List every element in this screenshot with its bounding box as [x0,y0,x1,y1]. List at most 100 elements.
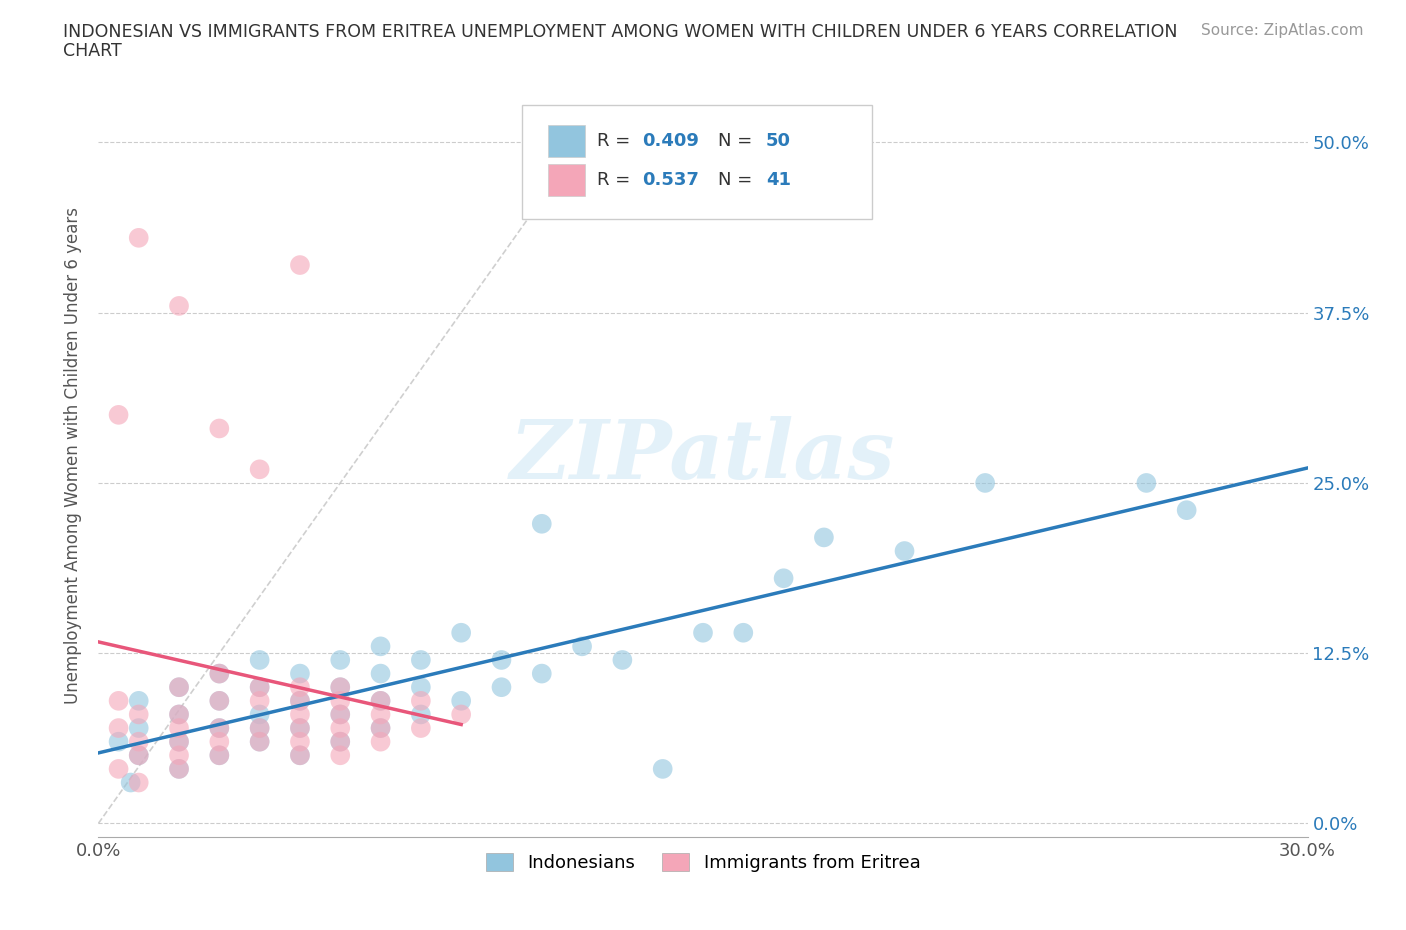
Point [370,639,392,654]
Point [772,571,794,586]
Point [288,748,311,763]
Point [329,735,352,750]
Point [288,721,311,736]
Point [107,407,129,422]
Point [409,694,432,709]
Point [571,639,593,654]
Point [128,231,150,246]
Point [370,694,392,709]
Point [288,721,311,736]
Point [288,735,311,750]
Point [370,721,392,736]
Point [128,748,150,763]
Point [167,762,190,777]
Point [107,762,129,777]
Point [893,543,915,558]
Point [167,680,190,695]
Point [288,748,311,763]
Point [167,707,190,722]
Point [128,694,150,709]
Point [249,680,271,695]
Point [208,694,231,709]
Point [128,748,150,763]
Point [370,666,392,681]
Text: INDONESIAN VS IMMIGRANTS FROM ERITREA UNEMPLOYMENT AMONG WOMEN WITH CHILDREN UND: INDONESIAN VS IMMIGRANTS FROM ERITREA UN… [63,23,1178,41]
FancyBboxPatch shape [548,165,585,196]
Point [370,707,392,722]
Text: CHART: CHART [63,42,122,60]
Point [208,735,231,750]
Point [329,735,352,750]
Point [288,666,311,681]
Point [249,721,271,736]
Point [1175,503,1198,518]
Point [167,735,190,750]
Point [208,721,231,736]
Point [651,762,673,777]
Point [107,694,129,709]
Point [208,721,231,736]
Point [1135,475,1157,490]
Point [167,680,190,695]
Point [409,653,432,668]
Point [249,694,271,709]
Point [249,653,271,668]
Point [128,735,150,750]
Point [288,694,311,709]
Point [107,721,129,736]
Point [167,748,190,763]
Text: N =: N = [717,132,758,150]
Point [107,735,129,750]
Point [450,694,472,709]
Point [329,653,352,668]
Point [612,653,634,668]
Point [128,775,150,790]
Text: ZIPatlas: ZIPatlas [510,416,896,496]
Point [974,475,997,490]
Legend: Indonesians, Immigrants from Eritrea: Indonesians, Immigrants from Eritrea [477,844,929,882]
Point [491,680,513,695]
Point [450,707,472,722]
Point [249,735,271,750]
Point [329,707,352,722]
Point [120,775,142,790]
Point [249,680,271,695]
Point [128,707,150,722]
Point [288,680,311,695]
Point [329,707,352,722]
Point [288,694,311,709]
Point [208,666,231,681]
Point [208,694,231,709]
Point [409,707,432,722]
Text: 41: 41 [766,171,792,190]
Point [450,625,472,640]
Point [491,653,513,668]
Point [733,625,755,640]
Point [288,707,311,722]
Point [288,258,311,272]
Text: N =: N = [717,171,758,190]
Point [329,721,352,736]
Point [249,735,271,750]
Point [329,680,352,695]
Point [813,530,835,545]
Point [692,625,714,640]
Point [167,735,190,750]
Point [530,516,553,531]
FancyBboxPatch shape [548,125,585,157]
Text: R =: R = [596,132,636,150]
Point [370,694,392,709]
Point [208,748,231,763]
Point [329,748,352,763]
Point [208,666,231,681]
Point [370,721,392,736]
Text: 0.537: 0.537 [643,171,699,190]
Text: 50: 50 [766,132,792,150]
Point [167,299,190,313]
Point [208,748,231,763]
Point [329,680,352,695]
Point [128,721,150,736]
Point [167,707,190,722]
Point [530,666,553,681]
Point [249,707,271,722]
